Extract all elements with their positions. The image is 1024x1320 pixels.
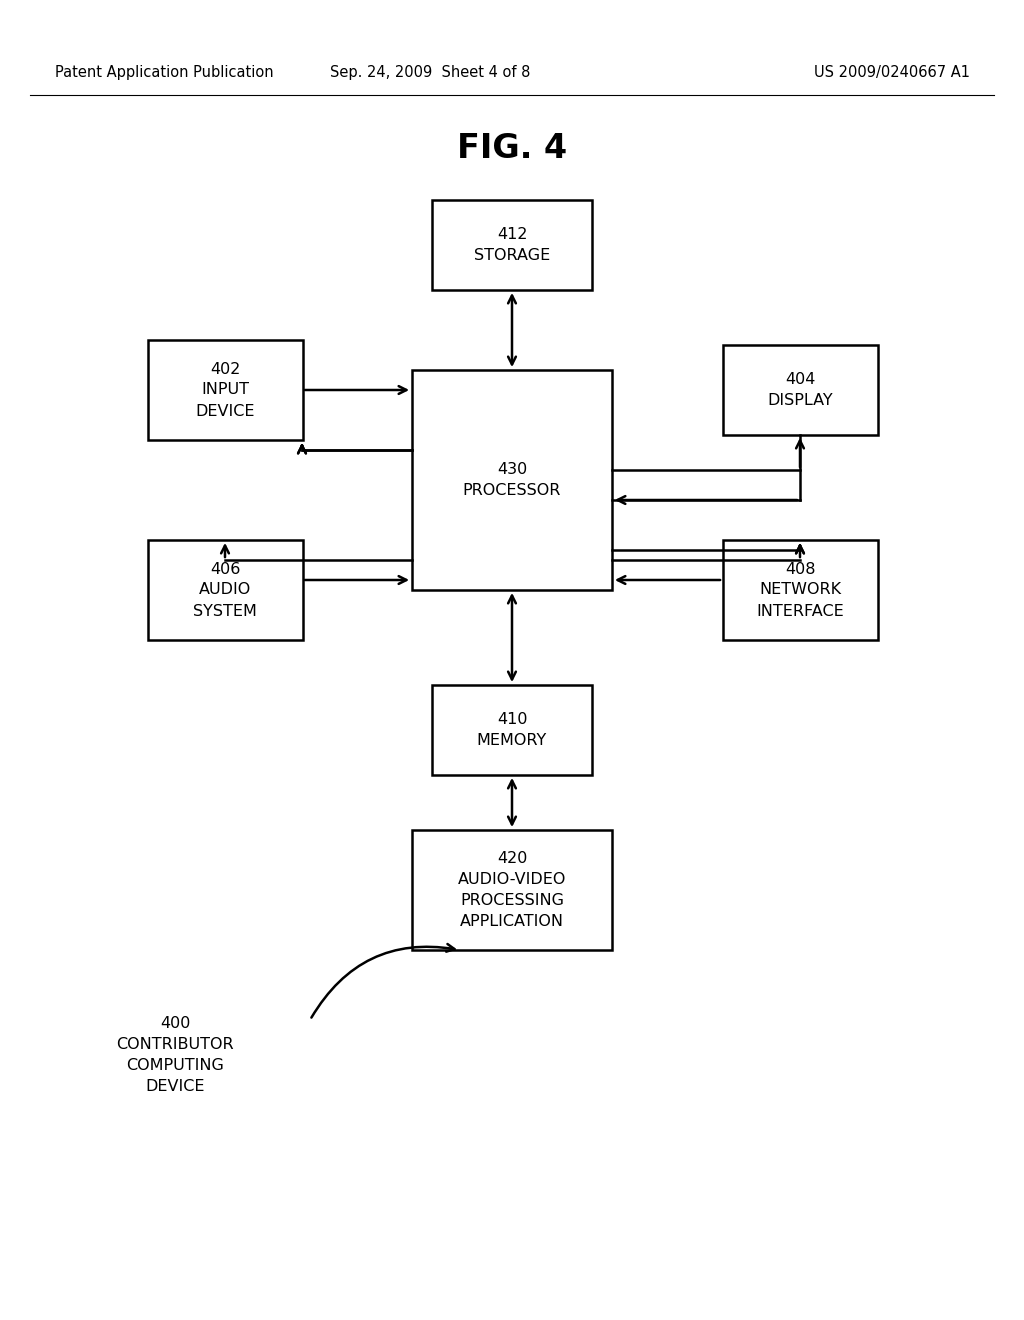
Text: FIG. 4: FIG. 4 xyxy=(457,132,567,165)
Text: 430
PROCESSOR: 430 PROCESSOR xyxy=(463,462,561,498)
Text: Patent Application Publication: Patent Application Publication xyxy=(55,65,273,79)
Text: 406
AUDIO
SYSTEM: 406 AUDIO SYSTEM xyxy=(194,561,257,619)
Text: 400
CONTRIBUTOR
COMPUTING
DEVICE: 400 CONTRIBUTOR COMPUTING DEVICE xyxy=(116,1016,233,1094)
Bar xyxy=(723,345,878,436)
Bar xyxy=(723,540,878,640)
Text: 412
STORAGE: 412 STORAGE xyxy=(474,227,550,263)
Text: 408
NETWORK
INTERFACE: 408 NETWORK INTERFACE xyxy=(756,561,844,619)
Bar xyxy=(147,540,302,640)
Bar xyxy=(412,370,612,590)
Bar xyxy=(147,341,302,440)
Text: 410
MEMORY: 410 MEMORY xyxy=(477,711,547,748)
Text: Sep. 24, 2009  Sheet 4 of 8: Sep. 24, 2009 Sheet 4 of 8 xyxy=(330,65,530,79)
Bar xyxy=(432,201,592,290)
Text: 402
INPUT
DEVICE: 402 INPUT DEVICE xyxy=(196,362,255,418)
Bar xyxy=(432,685,592,775)
Text: 404
DISPLAY: 404 DISPLAY xyxy=(767,372,833,408)
Text: 420
AUDIO-VIDEO
PROCESSING
APPLICATION: 420 AUDIO-VIDEO PROCESSING APPLICATION xyxy=(458,851,566,929)
Bar xyxy=(412,830,612,950)
Text: US 2009/0240667 A1: US 2009/0240667 A1 xyxy=(814,65,970,79)
